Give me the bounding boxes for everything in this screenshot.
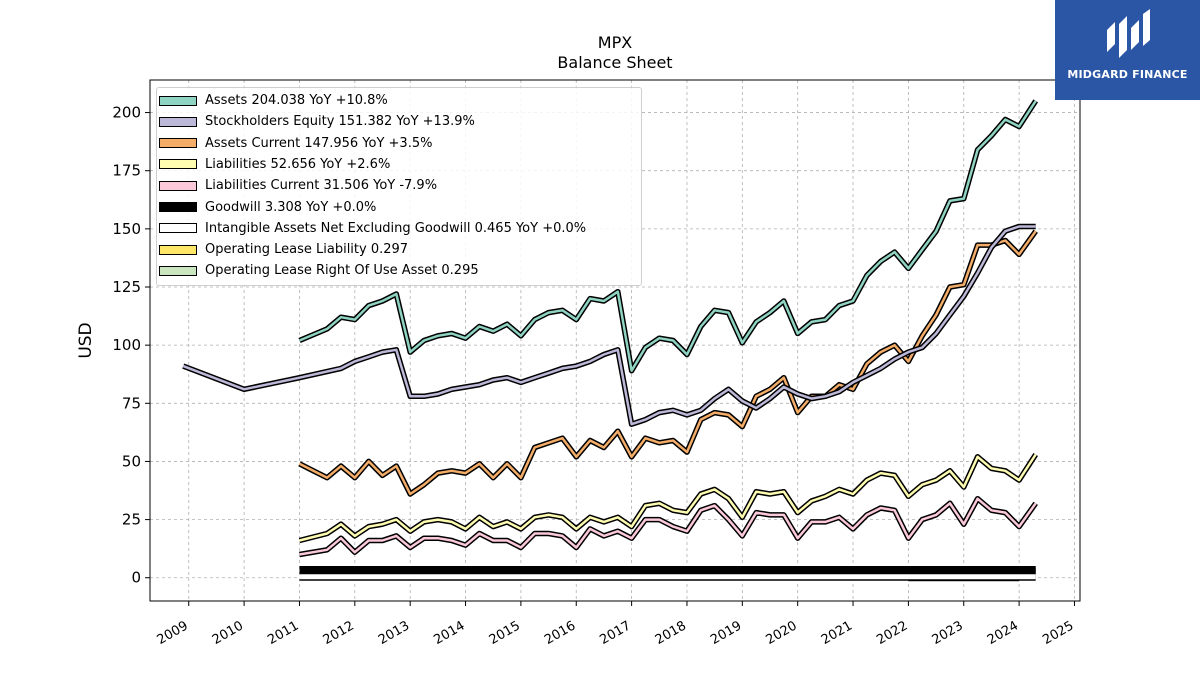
x-tick-label: 2023 bbox=[930, 618, 966, 648]
legend-label: Intangible Assets Net Excluding Goodwill… bbox=[205, 220, 587, 236]
legend-label: Operating Lease Right Of Use Asset 0.295 bbox=[205, 263, 479, 279]
y-tick-label: 200 bbox=[112, 104, 141, 122]
legend-label: Operating Lease Liability 0.297 bbox=[205, 242, 409, 258]
legend-swatch bbox=[159, 265, 197, 276]
x-tick-label: 2013 bbox=[376, 618, 412, 648]
legend-item: Liabilities Current 31.506 YoY -7.9% bbox=[159, 175, 437, 196]
midgard-logo-icon bbox=[1107, 9, 1150, 58]
legend-swatch bbox=[159, 244, 197, 255]
plot-frame bbox=[149, 79, 1081, 602]
chart-title: MPX bbox=[597, 33, 633, 52]
legend-label: Assets 204.038 YoY +10.8% bbox=[205, 93, 388, 108]
x-tick-label: 2024 bbox=[985, 618, 1021, 648]
x-tick-label: 2014 bbox=[431, 618, 467, 648]
y-tick-label: 0 bbox=[131, 569, 141, 587]
y-tick-label: 175 bbox=[112, 162, 141, 180]
series-line-outline bbox=[298, 453, 1039, 544]
legend-item: Operating Lease Right Of Use Asset 0.295 bbox=[159, 260, 479, 281]
legend-item: Intangible Assets Net Excluding Goodwill… bbox=[159, 218, 586, 239]
x-tick-label: 2012 bbox=[321, 618, 357, 648]
y-tick-label: 50 bbox=[122, 452, 141, 470]
x-tick-label: 2016 bbox=[542, 618, 578, 648]
chart-subtitle: Balance Sheet bbox=[557, 53, 673, 72]
y-tick-label: 75 bbox=[122, 394, 141, 412]
y-tick-label: 25 bbox=[122, 511, 141, 529]
legend-item: Liabilities 52.656 YoY +2.6% bbox=[159, 154, 390, 175]
midgard-finance-logo: MIDGARD FINANCE bbox=[1055, 0, 1200, 100]
legend-item: Assets Current 147.956 YoY +3.5% bbox=[159, 133, 432, 154]
legend-swatch bbox=[159, 95, 197, 106]
x-tick-label: 2017 bbox=[597, 618, 633, 648]
x-tick-label: 2021 bbox=[819, 618, 855, 648]
y-tick-label: 150 bbox=[112, 220, 141, 238]
legend-swatch bbox=[159, 202, 197, 212]
x-tick-label: 2011 bbox=[265, 618, 301, 648]
x-tick-label: 2015 bbox=[487, 618, 523, 648]
x-tick-label: 2022 bbox=[874, 618, 910, 648]
legend-swatch bbox=[159, 138, 197, 149]
x-tick-label: 2009 bbox=[155, 618, 191, 648]
legend-label: Liabilities Current 31.506 YoY -7.9% bbox=[205, 178, 438, 194]
y-tick-label: 125 bbox=[112, 278, 141, 296]
legend-swatch bbox=[159, 180, 197, 191]
logo-text: MIDGARD FINANCE bbox=[1067, 68, 1188, 81]
x-tick-label: 2020 bbox=[764, 618, 800, 648]
legend-label: Goodwill 3.308 YoY +0.0% bbox=[205, 199, 377, 215]
legend-label: Liabilities 52.656 YoY +2.6% bbox=[205, 156, 391, 172]
y-axis-label: USD bbox=[76, 322, 96, 358]
series-line bbox=[299, 100, 1037, 372]
legend-label: Assets Current 147.956 YoY +3.5% bbox=[205, 135, 433, 151]
legend-swatch bbox=[159, 223, 197, 234]
legend-swatch bbox=[159, 116, 197, 127]
x-tick-label: 2018 bbox=[653, 618, 689, 648]
legend-item: Goodwill 3.308 YoY +0.0% bbox=[159, 197, 376, 218]
series-line bbox=[298, 230, 1037, 496]
x-tick-label: 2025 bbox=[1040, 618, 1076, 648]
legend-item: Stockholders Equity 151.382 YoY +13.9% bbox=[159, 111, 475, 132]
series-line bbox=[182, 225, 1036, 426]
x-tick-label: 2010 bbox=[210, 618, 246, 648]
legend-item: Operating Lease Liability 0.297 bbox=[159, 239, 408, 260]
series-line bbox=[299, 497, 1037, 556]
legend-item: Assets 204.038 YoY +10.8% bbox=[159, 90, 388, 111]
legend-swatch bbox=[159, 159, 197, 170]
series-line bbox=[299, 453, 1037, 542]
x-tick-label: 2019 bbox=[708, 618, 744, 648]
legend-label: Stockholders Equity 151.382 YoY +13.9% bbox=[205, 114, 475, 130]
chart-legend: Assets 204.038 YoY +10.8% Stockholders Eq… bbox=[156, 87, 642, 286]
y-tick-label: 100 bbox=[112, 336, 141, 354]
